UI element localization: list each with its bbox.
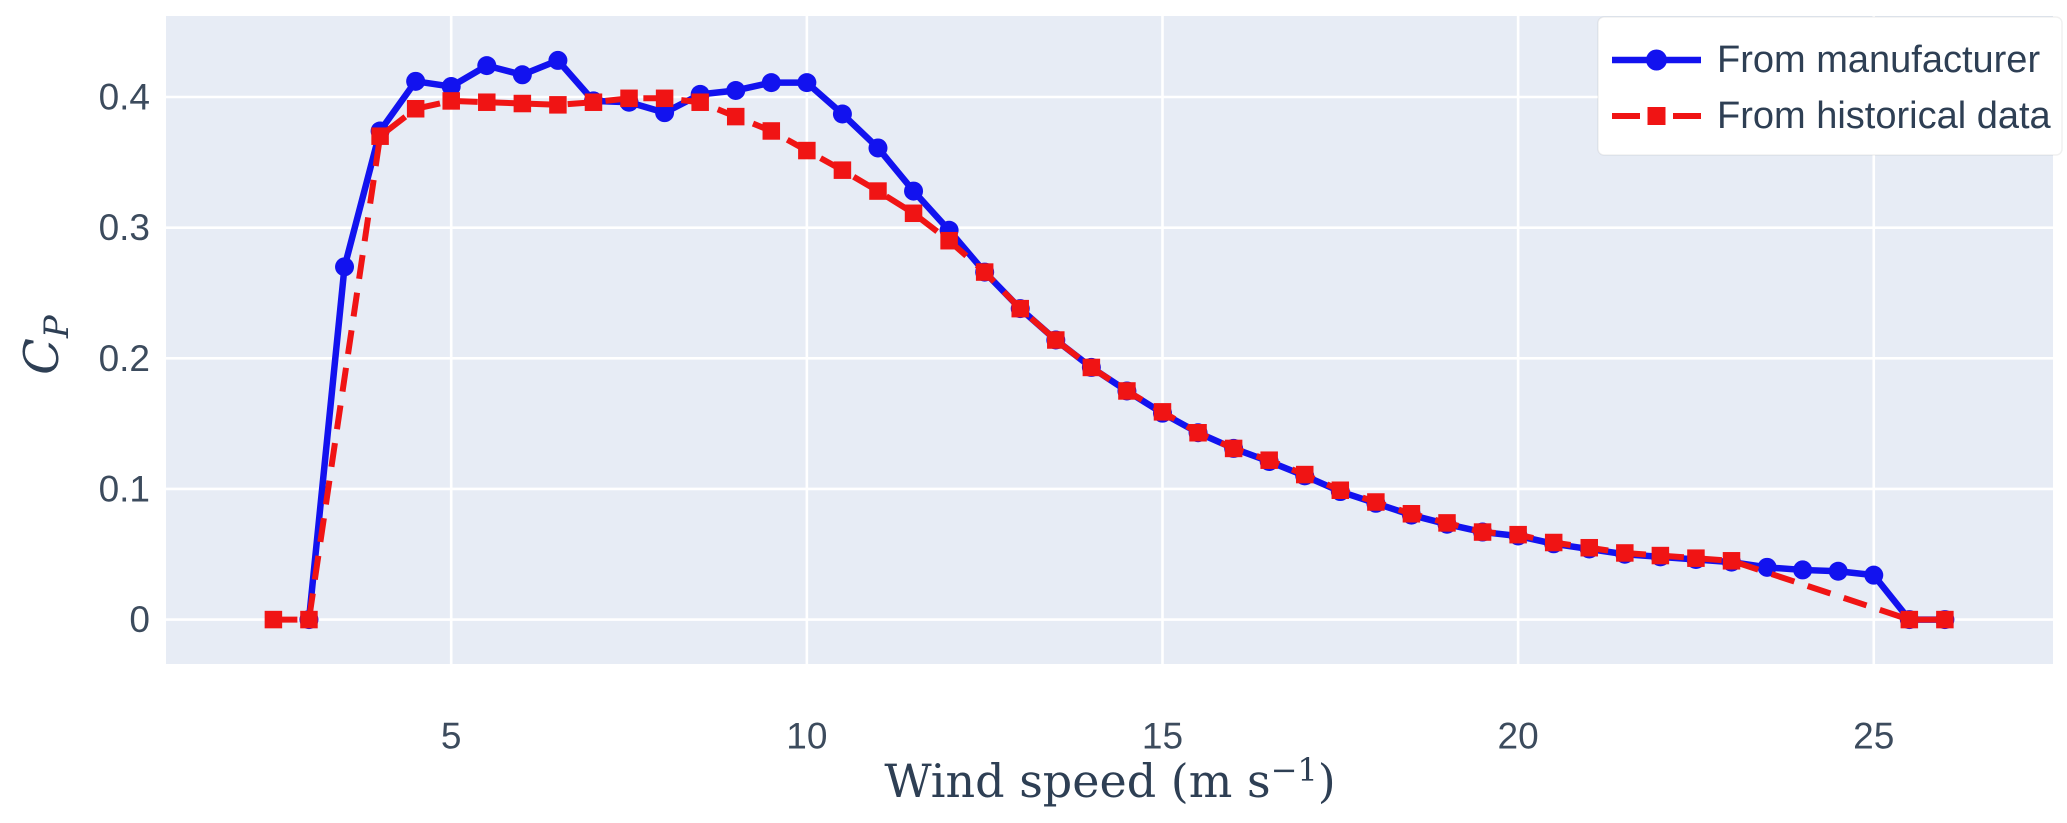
data-point-square xyxy=(904,204,923,223)
data-point-circle xyxy=(655,103,675,123)
data-point-circle xyxy=(441,77,461,97)
x-tick-label: 25 xyxy=(1853,716,1894,757)
x-tick-labels: 5 10 15 20 25 xyxy=(441,716,1894,757)
data-point-circle xyxy=(335,257,355,277)
data-point-square xyxy=(300,610,318,629)
data-point-square xyxy=(442,92,460,110)
data-point-square xyxy=(1082,358,1101,377)
x-tick-label: 15 xyxy=(1142,716,1183,757)
x-tick-label: 10 xyxy=(786,716,827,757)
x-axis-label: Wind speed (m s−1) xyxy=(884,751,1335,808)
data-point-square xyxy=(1616,544,1634,562)
data-point-circle xyxy=(1793,560,1813,580)
data-point-square xyxy=(1473,523,1492,541)
data-point-square xyxy=(1402,505,1421,523)
data-point-circle xyxy=(477,56,497,76)
legend-label-manufacturer: From manufacturer xyxy=(1717,39,2040,81)
data-point-square xyxy=(1331,481,1350,499)
data-point-square xyxy=(691,93,709,111)
data-point-circle xyxy=(868,138,888,158)
y-tick-label: 0 xyxy=(129,599,150,640)
legend: From manufacturer From historical data xyxy=(1597,16,2063,156)
data-point-square xyxy=(371,127,389,145)
data-point-square xyxy=(1153,403,1172,421)
data-point-square xyxy=(1900,610,1919,629)
data-point-square xyxy=(1367,493,1385,511)
y-axis-label-subscript: P xyxy=(37,314,77,339)
legend-label-historical: From historical data xyxy=(1717,95,2052,137)
data-point-square xyxy=(762,122,781,140)
data-point-square xyxy=(1118,382,1136,400)
data-point-square xyxy=(1687,549,1705,567)
data-point-circle xyxy=(761,73,781,93)
data-point-square xyxy=(869,182,887,200)
data-point-square xyxy=(584,93,603,111)
data-point-square xyxy=(264,610,283,629)
data-point-circle xyxy=(797,73,817,93)
data-point-square xyxy=(406,100,425,118)
data-point-square xyxy=(940,231,958,250)
y-axis-label: CP xyxy=(14,314,77,375)
data-point-square xyxy=(620,89,638,108)
data-point-square xyxy=(1295,465,1314,484)
data-point-circle xyxy=(904,181,924,201)
data-point-square xyxy=(1580,538,1599,557)
y-tick-label: 0.1 xyxy=(99,468,150,509)
x-tick-label: 5 xyxy=(441,716,462,757)
data-point-square xyxy=(1189,424,1207,442)
data-point-square xyxy=(549,96,567,114)
data-point-square xyxy=(1224,439,1243,458)
data-point-circle xyxy=(1828,561,1848,581)
legend-marker-circle xyxy=(1646,49,1667,71)
data-point-square xyxy=(655,89,674,108)
data-point-circle xyxy=(726,80,746,100)
data-point-square xyxy=(833,161,852,179)
data-point-square xyxy=(1722,552,1741,570)
y-tick-label: 0.2 xyxy=(99,338,150,379)
data-point-circle xyxy=(1864,565,1884,585)
data-point-circle xyxy=(1757,557,1777,577)
data-point-square xyxy=(1260,451,1278,469)
data-point-square xyxy=(726,107,745,126)
data-point-circle xyxy=(548,50,568,70)
y-tick-label: 0.3 xyxy=(99,207,150,248)
x-tick-label: 20 xyxy=(1498,716,1539,757)
data-point-square xyxy=(1936,610,1954,629)
y-tick-label: 0.4 xyxy=(99,77,150,118)
series-layer xyxy=(264,50,1955,630)
legend-marker-square xyxy=(1647,107,1666,125)
data-point-square xyxy=(1047,331,1065,349)
data-point-square xyxy=(1651,546,1670,565)
data-point-circle xyxy=(832,104,852,124)
data-point-square xyxy=(798,141,816,160)
legend-box xyxy=(1597,16,2063,156)
x-axis-label-superscript: −1 xyxy=(1271,751,1318,789)
data-point-square xyxy=(1544,533,1563,552)
data-point-circle xyxy=(512,65,532,85)
data-point-square xyxy=(478,93,496,111)
y-tick-labels: 0 0.1 0.2 0.3 0.4 xyxy=(99,77,150,641)
data-point-square xyxy=(1438,514,1456,532)
data-point-square xyxy=(975,263,994,281)
data-point-square xyxy=(513,94,532,113)
data-point-square xyxy=(1011,299,1029,318)
data-point-square xyxy=(1509,525,1527,544)
data-point-circle xyxy=(406,71,426,91)
